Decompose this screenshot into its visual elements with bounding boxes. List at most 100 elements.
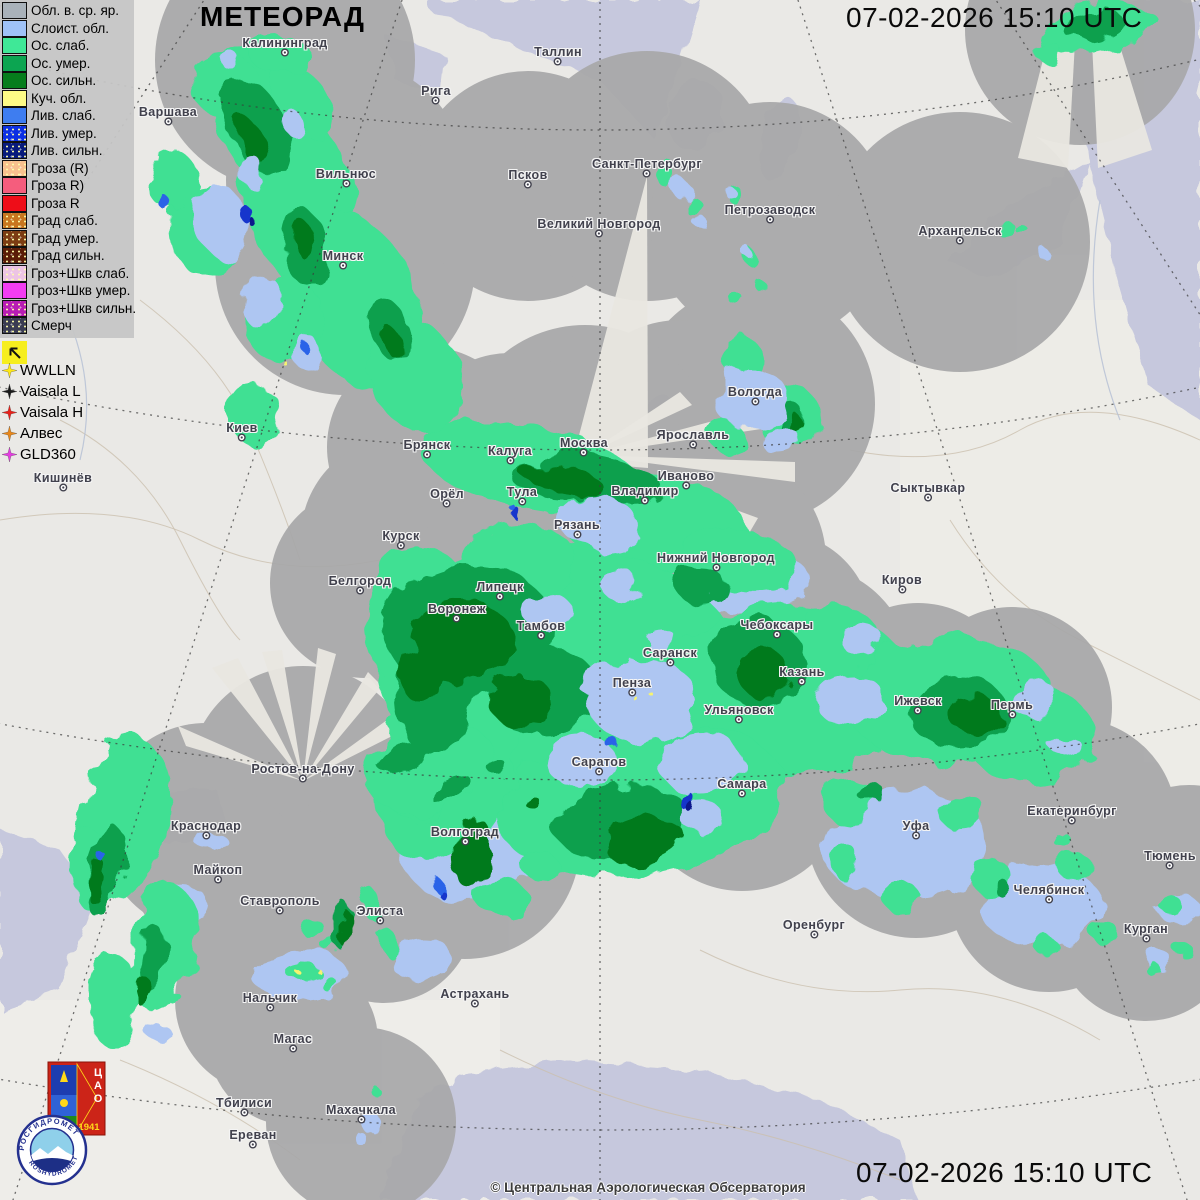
precipitation-legend: Обл. в. ср. яр. Слоист. обл. Ос. слаб. Ос. … — [0, 0, 136, 338]
legend-swatch — [2, 264, 27, 282]
city-label: Нижний Новгород — [657, 552, 775, 572]
city-label: Магас — [273, 1032, 313, 1053]
legend-row: Смерч — [0, 317, 134, 335]
legend-label: Гроз+Шкв умер. — [31, 283, 131, 298]
city-name: Калуга — [487, 444, 533, 458]
city-marker-icon — [265, 1003, 274, 1012]
legend-label: Слоист. обл. — [31, 20, 110, 36]
city-name: Вологда — [727, 385, 783, 399]
city-marker-icon — [342, 179, 350, 188]
legend-swatch — [2, 37, 27, 55]
city-name: Чебоксары — [740, 618, 814, 632]
city-label: Тамбов — [517, 620, 566, 640]
city-label: Уфа — [903, 820, 930, 840]
city-marker-icon — [751, 397, 759, 406]
cumulus-specks — [288, 366, 654, 974]
city-marker-icon — [432, 96, 440, 105]
city-name: Петрозаводск — [724, 203, 816, 217]
city-marker-icon — [537, 631, 545, 640]
city-marker-icon — [248, 1140, 257, 1149]
city-marker-icon — [517, 497, 526, 506]
city-name: Саратов — [571, 755, 627, 769]
legend-row: Лив. сильн. — [0, 142, 134, 160]
legend-row: Град сильн. — [0, 247, 134, 265]
lightning-source-row: WWLLN — [2, 360, 83, 381]
legend-swatch — [2, 54, 27, 72]
legend-swatch — [2, 317, 27, 335]
city-name: Тула — [506, 485, 538, 499]
lightning-source-label: Vaisala L — [20, 383, 81, 400]
legend-swatch — [2, 229, 27, 247]
city-name: Магас — [273, 1032, 313, 1046]
city-label: Рязань — [554, 519, 600, 539]
city-marker-icon — [442, 499, 451, 508]
city-label: Владимир — [611, 485, 678, 505]
legend-label: Смерч — [31, 318, 72, 333]
city-marker-icon — [213, 875, 222, 884]
city-name: Вильнюс — [315, 167, 377, 181]
legend-label: Град сильн. — [31, 248, 105, 263]
city-label: Пенза — [613, 677, 652, 697]
city-name: Псков — [508, 168, 548, 182]
city-name: Ставрополь — [240, 894, 320, 908]
city-marker-icon — [163, 117, 172, 126]
timestamp-bottom: 07-02-2026 15:10 UTC — [856, 1157, 1153, 1188]
city-name: Санкт-Петербург — [592, 157, 702, 171]
legend-swatch — [2, 299, 27, 317]
city-marker-icon — [496, 592, 504, 601]
city-name: Саранск — [642, 646, 698, 660]
city-name: Пермь — [990, 698, 1034, 712]
city-name: Варшава — [138, 105, 198, 119]
city-label: Ставрополь — [240, 894, 320, 915]
city-marker-icon — [681, 481, 690, 490]
legend-row: Гроза R — [0, 194, 134, 213]
precip-heavy — [86, 117, 1002, 1006]
city-marker-icon — [642, 169, 651, 178]
shower-cores — [97, 199, 693, 895]
city-label: Оренбург — [783, 919, 845, 939]
lightning-source-row: Алвес — [2, 423, 83, 444]
city-marker-icon — [553, 57, 562, 66]
city-marker-icon — [396, 541, 405, 550]
city-marker-icon — [202, 831, 210, 840]
city-name: Челябинск — [1013, 883, 1085, 897]
city-label: Киров — [882, 574, 922, 594]
precipitation-layer — [70, 0, 1200, 1147]
city-name: Тюмень — [1144, 849, 1196, 863]
lightning-strike-icon — [2, 405, 17, 420]
city-marker-icon — [338, 261, 347, 270]
city-label: Вильнюс — [315, 167, 377, 188]
city-name: Ижевск — [894, 694, 942, 708]
city-label: Астрахань — [440, 988, 509, 1008]
lightning-source-label: WWLLN — [20, 362, 76, 379]
legend-swatch — [2, 212, 27, 230]
city-marker-icon — [470, 999, 479, 1008]
lightning-strike-icon — [2, 447, 17, 462]
city-marker-icon — [239, 1108, 248, 1117]
city-label: Брянск — [404, 439, 451, 459]
legend-row: Слоист. обл. — [0, 19, 134, 38]
city-label: Таллин — [534, 46, 582, 66]
city-marker-icon — [298, 774, 307, 783]
legend-swatch — [2, 107, 27, 125]
city-name: Москва — [560, 436, 608, 450]
timestamp-top: 07-02-2026 15:10 UTC — [846, 2, 1143, 33]
city-label: Екатеринбург — [1027, 805, 1116, 825]
lightning-strike-icon — [2, 426, 17, 441]
city-name: Волгоград — [430, 825, 500, 839]
city-marker-icon — [914, 706, 922, 715]
city-label: Великий Новгород — [537, 217, 661, 238]
city-name: Архангельск — [918, 224, 1002, 238]
city-name: Нальчик — [242, 991, 298, 1005]
legend-swatch — [2, 159, 27, 177]
city-name: Орёл — [430, 487, 464, 501]
legend-label: Ос. слаб. — [31, 38, 90, 53]
city-marker-icon — [276, 906, 284, 915]
legend-swatch — [2, 282, 27, 300]
city-name: Великий Новгород — [537, 217, 661, 231]
city-marker-icon — [628, 688, 636, 697]
city-marker-icon — [689, 440, 697, 449]
